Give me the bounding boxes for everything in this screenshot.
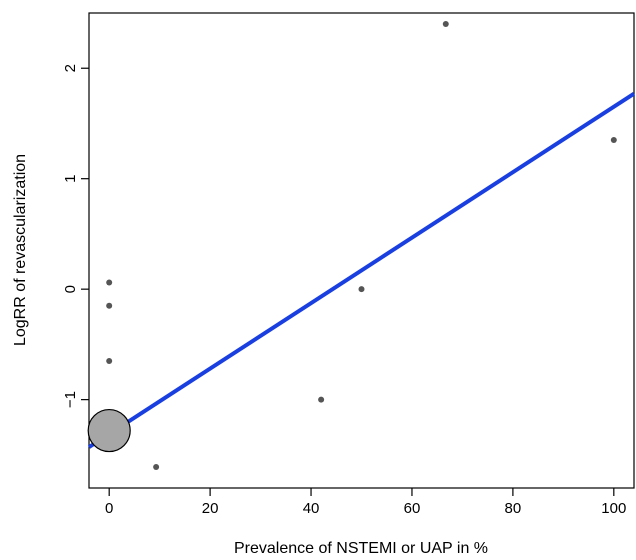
x-tick-label: 100 (601, 500, 626, 517)
data-point (106, 357, 113, 364)
x-tick-label: 20 (202, 500, 219, 517)
x-axis-title: Prevalence of NSTEMI or UAP in % (234, 540, 488, 557)
data-point (106, 279, 113, 286)
y-tick-label: −1 (62, 391, 79, 408)
y-tick-label: 0 (62, 285, 79, 293)
data-point (106, 302, 113, 309)
regression-line (87, 91, 636, 449)
x-tick-label: 80 (505, 500, 522, 517)
x-tick-label: 60 (404, 500, 421, 517)
data-point (153, 464, 160, 471)
data-point (318, 396, 325, 403)
large-data-point (87, 408, 131, 453)
plot-marks (87, 21, 636, 471)
x-tick-label: 40 (303, 500, 320, 517)
x-tick-label: 0 (105, 500, 113, 517)
y-axis-title: LogRR of revascularization (12, 154, 29, 346)
data-point (442, 21, 449, 28)
x-axis: 0 20 40 60 80 100 (105, 488, 626, 517)
data-point (610, 137, 617, 144)
data-point (358, 286, 365, 293)
y-tick-label: 1 (62, 175, 79, 183)
y-axis: −1 0 1 2 (62, 64, 89, 408)
y-tick-label: 2 (62, 64, 79, 72)
plot-frame (88, 12, 635, 489)
